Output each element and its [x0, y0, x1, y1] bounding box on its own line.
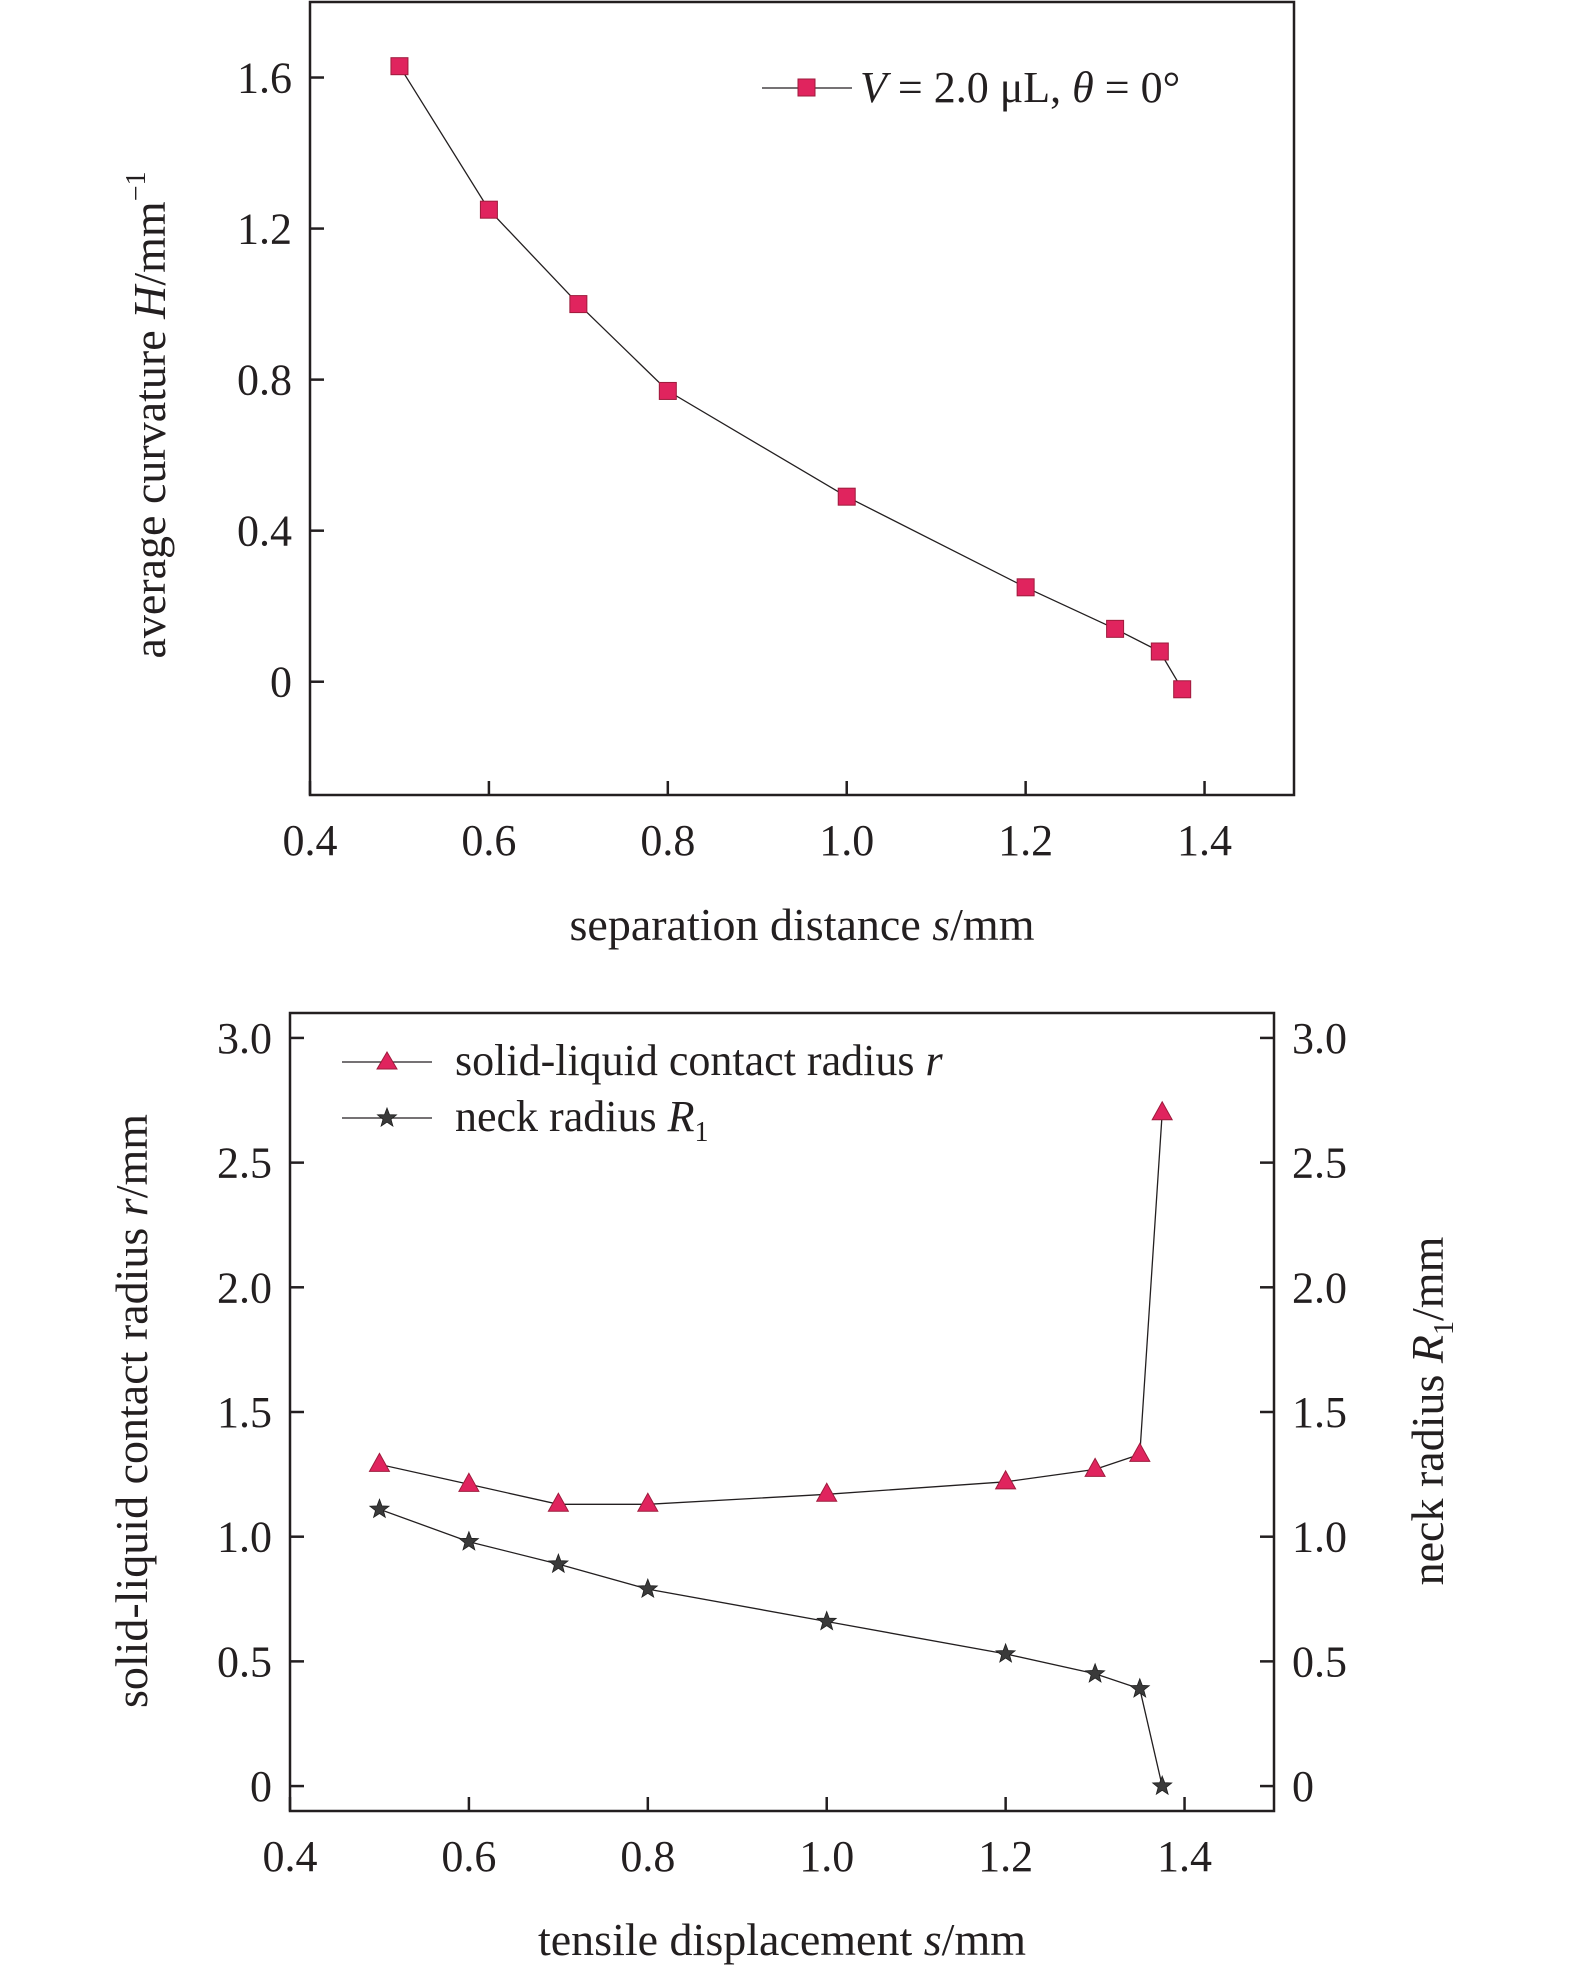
curvature-legend-marker	[797, 78, 816, 97]
contact-radius-series-point	[458, 1472, 480, 1492]
curvature-x-ticks: 0.4 0.6 0.8 1.0 1.2 1.4	[283, 781, 1232, 865]
x-tick-label: 0.6	[461, 816, 516, 865]
x-tick-label: 0.6	[441, 1832, 496, 1881]
y-tick-label: 2.0	[217, 1263, 272, 1312]
curvature-series	[390, 57, 1192, 699]
radius-plot-frame	[288, 1011, 1276, 1813]
contact-radius-series-point	[1128, 1442, 1151, 1462]
neck-radius-series-point	[1151, 1774, 1173, 1796]
curvature-series-point	[479, 200, 498, 219]
curvature-series-point	[837, 487, 856, 506]
y2-tick-label: 2.5	[1292, 1139, 1347, 1188]
curvature-y-axis-title: average curvature H/mm−1	[121, 171, 175, 658]
x-tick-label: 1.4	[1157, 1832, 1212, 1881]
x-tick-label: 0.8	[640, 816, 695, 865]
radius-y-ticks: 0 0.5 1.0 1.5 2.0 2.5 3.0	[217, 1014, 304, 1811]
x-tick-label: 1.0	[799, 1832, 854, 1881]
y2-tick-label: 3.0	[1292, 1014, 1347, 1063]
y-tick-label: 1.0	[217, 1513, 272, 1562]
neck-radius-series-line	[379, 1508, 1163, 1787]
curvature-chart: 0.4 0.6 0.8 1.0 1.2 1.4 0 0.4 0.8 1.2 1.6 V = 2.0…	[121, 0, 1296, 950]
x-tick-label: 0.8	[620, 1832, 675, 1881]
contact-radius-series-line	[379, 1112, 1163, 1505]
contact-radius-series-point	[636, 1492, 659, 1512]
x-tick-label: 1.2	[978, 1832, 1033, 1881]
x-tick-label: 1.2	[998, 816, 1053, 865]
contact-radius-series-point	[368, 1452, 391, 1472]
y2-tick-label: 1.0	[1292, 1513, 1347, 1562]
radius-y-axis-title: solid-liquid contact radius r/mm	[106, 1114, 157, 1708]
neck-radius-series-point	[816, 1610, 838, 1631]
radius-y2-axis-title: neck radius R1/mm	[1402, 1236, 1460, 1585]
curvature-legend-label: V = 2.0 μL, θ = 0°	[860, 63, 1180, 112]
radius-x-ticks: 0.4 0.6 0.8 1.0 1.2 1.4	[263, 1797, 1212, 1881]
contact-radius-series-point	[994, 1469, 1017, 1490]
radius-x-axis-title: tensile displacement s/mm	[538, 1914, 1026, 1965]
curvature-series-point	[1150, 642, 1169, 661]
x-tick-label: 1.0	[819, 816, 874, 865]
curvature-series-line	[398, 65, 1183, 690]
y-tick-label: 0	[270, 658, 292, 707]
contact-radius-series-point	[815, 1482, 838, 1502]
neck-radius-series-point	[1129, 1677, 1151, 1698]
y-tick-label: 0	[250, 1762, 272, 1811]
curvature-series-point	[1016, 578, 1035, 597]
radius-chart: 0.4 0.6 0.8 1.0 1.2 1.4 0 0.5 1.0 1.5 2.0 2.5 3.0 0…	[106, 1011, 1460, 1965]
y-tick-label: 0.5	[217, 1637, 272, 1686]
curvature-series	[390, 57, 1192, 699]
x-tick-label: 1.4	[1177, 816, 1232, 865]
neck-radius-series-point	[547, 1552, 569, 1574]
radius-series	[368, 1100, 1174, 1796]
y2-tick-label: 2.0	[1292, 1263, 1347, 1312]
radius-legend: solid-liquid contact radius r neck radiu…	[342, 1036, 943, 1148]
y2-tick-label: 0.5	[1292, 1637, 1347, 1686]
x-tick-label: 0.4	[283, 816, 338, 865]
curvature-plot-frame	[308, 0, 1296, 797]
neck-radius-legend-marker	[376, 1106, 398, 1128]
curvature-legend: V = 2.0 μL, θ = 0°	[762, 63, 1180, 112]
contact-radius-series-point	[1084, 1457, 1106, 1477]
y-tick-label: 1.2	[237, 205, 292, 254]
curvature-series-point	[569, 295, 588, 314]
neck-radius-series-point	[637, 1577, 659, 1599]
y-tick-label: 0.8	[237, 356, 292, 405]
neck-radius-series-point	[368, 1498, 391, 1519]
contact-radius-series-point	[1151, 1100, 1174, 1121]
x-tick-label: 0.4	[263, 1832, 318, 1881]
y2-tick-label: 0	[1292, 1762, 1314, 1811]
y-tick-label: 3.0	[217, 1014, 272, 1063]
contact-radius-legend-label: solid-liquid contact radius r	[455, 1036, 943, 1085]
y-tick-label: 1.6	[237, 54, 292, 103]
neck-radius-series	[368, 1498, 1173, 1796]
curvature-series-point	[390, 57, 409, 76]
radius-y2-ticks: 0 0.5 1.0 1.5 2.0 2.5 3.0	[1260, 1014, 1347, 1811]
neck-radius-series-point	[458, 1530, 480, 1551]
curvature-x-axis-title: separation distance s/mm	[570, 899, 1035, 950]
y-tick-label: 1.5	[217, 1388, 272, 1437]
y-tick-label: 2.5	[217, 1139, 272, 1188]
curvature-y-ticks: 0 0.4 0.8 1.2 1.6	[237, 54, 324, 707]
neck-radius-series-point	[1084, 1662, 1106, 1683]
contact-radius-series	[368, 1100, 1174, 1512]
curvature-series-point	[1106, 619, 1125, 638]
y-tick-label: 0.4	[237, 507, 292, 556]
contact-radius-series-point	[547, 1492, 570, 1512]
contact-radius-legend-marker	[376, 1051, 398, 1070]
y2-tick-label: 1.5	[1292, 1388, 1347, 1437]
curvature-series-point	[658, 381, 677, 400]
neck-radius-series-point	[995, 1642, 1017, 1663]
neck-radius-legend-label: neck radius R1	[455, 1092, 708, 1148]
curvature-series-point	[1173, 680, 1192, 699]
